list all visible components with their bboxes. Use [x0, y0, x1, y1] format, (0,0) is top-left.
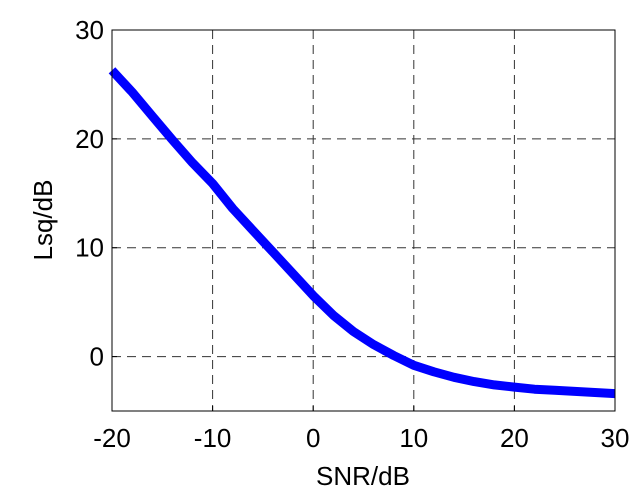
x-axis: -20 -10 0 10 20 30	[93, 406, 629, 453]
x-tick-label: 30	[601, 423, 630, 453]
x-tick-label: 20	[500, 423, 529, 453]
y-tick-label: 10	[75, 233, 104, 263]
y-axis: 0 10 20 30	[75, 15, 117, 372]
plot-background	[112, 30, 615, 411]
series-line	[108, 67, 616, 399]
plot-frame	[111, 29, 616, 412]
y-tick-label: 30	[75, 15, 104, 45]
y-axis-label: Lsq/dB	[28, 180, 58, 261]
series-layer	[108, 67, 616, 399]
x-tick-label: -20	[93, 423, 131, 453]
grid	[112, 30, 615, 411]
x-tick-label: 0	[306, 423, 320, 453]
x-tick-label: 10	[399, 423, 428, 453]
y-tick-label: 20	[75, 124, 104, 154]
x-axis-label: SNR/dB	[316, 461, 410, 491]
x-tick-label: -10	[194, 423, 232, 453]
y-tick-label: 0	[90, 342, 104, 372]
